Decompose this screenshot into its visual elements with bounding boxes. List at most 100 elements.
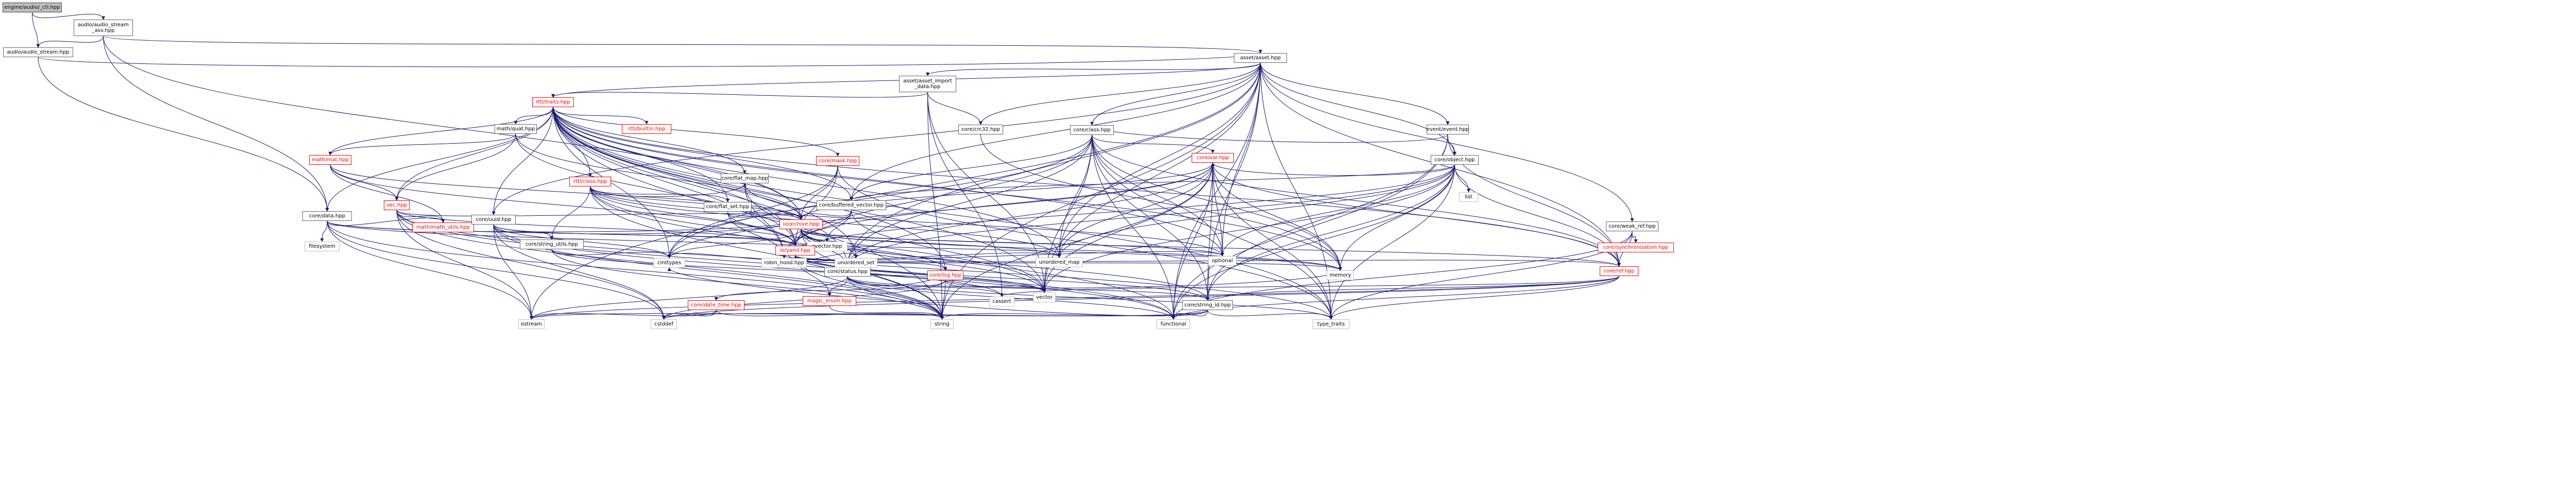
edge-core-class-to-string-id — [1092, 134, 1210, 301]
node-robin-hood[interactable]: robin_hood.hpp — [761, 258, 807, 268]
node-asset-import[interactable]: asset/asset_import _data.hpp — [899, 76, 956, 92]
node-unordered-map[interactable]: unordered_map — [1036, 258, 1083, 267]
node-flat-map[interactable]: core/flat_map.hpp — [721, 174, 769, 183]
node-label: unordered_map — [1039, 259, 1080, 265]
edge-core-status-to-magic-enum — [827, 276, 848, 297]
edge-core-uuid-to-ostream — [493, 224, 533, 320]
edge-asset-to-core-uuid — [492, 62, 1261, 215]
node-cassert[interactable]: cassert — [989, 297, 1014, 306]
node-rtti-builtin[interactable]: rtti/builtin.hpp — [622, 124, 671, 134]
node-functional[interactable]: functional — [1157, 319, 1190, 329]
node-label: ostream — [520, 321, 543, 327]
edge-flat-map-to-io-yaml — [744, 183, 797, 246]
node-cinttypes[interactable]: cinttypes — [653, 258, 685, 268]
node-synchronization[interactable]: core/synchronization.hpp — [1598, 243, 1674, 252]
edge-rtti-class-to-functional — [590, 186, 1175, 320]
node-label: engine/audio/_ctl.hpp — [4, 4, 60, 10]
node-vector[interactable]: vector — [1033, 293, 1056, 302]
node-math-mat[interactable]: math/mat.hpp — [309, 155, 351, 165]
edge-core-var-to-cinttypes — [667, 162, 1213, 259]
node-optional[interactable]: optional — [1208, 256, 1236, 266]
node-memory[interactable]: memory — [1327, 270, 1354, 280]
edge-io-archive-to-cinttypes — [667, 229, 802, 259]
edge-buffered-vector-to-vector — [851, 210, 1046, 293]
node-core-data[interactable]: core/data.hpp — [302, 211, 352, 221]
edge-buffered-vector-to-svector — [825, 210, 852, 242]
edge-io-archive-to-core-ref — [801, 229, 1621, 267]
node-label: rtti/builtin.hpp — [628, 126, 665, 132]
edge-core-data-to-ostream — [327, 220, 533, 320]
node-audio-stream[interactable]: audio/audio_stream.hpp — [3, 47, 73, 57]
node-core-object[interactable]: core/object.hpp — [1431, 155, 1479, 165]
edge-rtti-traits-to-core-uuid — [492, 107, 553, 215]
edge-core-ref-to-cassert — [1000, 276, 1619, 297]
edge-root-to-audio-stream — [32, 12, 40, 48]
node-core-status[interactable]: core/status.hpp — [824, 267, 871, 277]
node-core-ref[interactable]: core/ref.hpp — [1600, 266, 1638, 276]
node-core-uuid[interactable]: core/uuid.hpp — [471, 215, 516, 225]
node-weak-ref[interactable]: core/weak_ref.hpp — [1606, 221, 1658, 231]
node-core-class[interactable]: core/class.hpp — [1070, 125, 1114, 135]
edge-string-utils-to-cinttypes — [551, 249, 671, 259]
edge-asset-to-weak-ref — [1260, 62, 1634, 222]
edge-asset-to-functional — [1172, 62, 1261, 320]
node-math-quat[interactable]: math/quat.hpp — [495, 124, 537, 134]
node-audio-stream-asv[interactable]: audio/audio_stream _asv.hpp — [74, 20, 133, 36]
node-core-mask[interactable]: core/mask.hpp — [816, 156, 859, 166]
edge-core-mask-to-type-traits — [837, 165, 1333, 320]
node-flat-set[interactable]: core/flat_set.hpp — [704, 202, 752, 212]
edge-rtti-traits-to-type-traits — [553, 107, 1333, 320]
edge-flat-set-to-io-archive — [727, 211, 803, 220]
node-rtti-class[interactable]: rtti/class.hpp — [569, 177, 611, 186]
edge-string-utils-to-vector — [551, 249, 1046, 293]
edge-flat-map-to-io-archive — [744, 183, 803, 220]
node-cstddef[interactable]: cstddef — [651, 319, 677, 329]
edge-rtti-traits-to-vector — [553, 107, 1046, 293]
node-string-id[interactable]: core/string_id.hpp — [1182, 300, 1233, 310]
node-event[interactable]: event/event.hpp — [1427, 125, 1469, 134]
node-label: math/mat.hpp — [312, 157, 349, 163]
node-label: cinttypes — [657, 260, 682, 266]
node-vec[interactable]: vec.hpp — [384, 200, 410, 210]
edge-core-mask-to-io-yaml — [793, 165, 838, 246]
edge-asset-to-core-crc32 — [979, 62, 1261, 125]
edge-core-uuid-to-cstddef — [493, 224, 666, 320]
node-core-var[interactable]: core/var.hpp — [1192, 153, 1234, 163]
node-label: core/mask.hpp — [818, 158, 857, 164]
node-label: asset/asset_import — [903, 78, 952, 84]
edge-core-var-to-core-status — [845, 162, 1213, 267]
edge-audio-stream-to-core-data — [38, 57, 329, 212]
edge-asset-to-ostream — [530, 62, 1261, 320]
node-magic-enum[interactable]: magic_enum.hpp — [803, 296, 856, 306]
node-math-utils[interactable]: math/math_utils.hpp — [412, 223, 474, 232]
node-io-archive[interactable]: io/archive.hpp — [779, 219, 823, 229]
node-date-time[interactable]: core/date_time.hpp — [688, 300, 744, 310]
node-filesystem[interactable]: filesystem — [304, 242, 340, 251]
node-type-traits[interactable]: type_traits — [1313, 319, 1349, 329]
node-ostream[interactable]: ostream — [518, 319, 545, 329]
edge-core-ref-to-type-traits — [1329, 276, 1619, 320]
edge-rtti-class-to-io-yaml — [590, 186, 797, 246]
edge-audio-stream-asv-to-core-data — [103, 36, 329, 212]
node-root[interactable]: engine/audio/_ctl.hpp — [3, 3, 62, 12]
node-io-yaml[interactable]: io/yaml.hpp — [775, 246, 815, 255]
edge-io-yaml-to-optional — [795, 251, 1224, 261]
node-rtti-traits[interactable]: rtti/traits.hpp — [532, 97, 574, 107]
node-svector[interactable]: svector.hpp — [807, 242, 848, 251]
node-label: core/ref.hpp — [1603, 268, 1635, 274]
edge-string-utils-to-string — [551, 249, 944, 320]
node-asset[interactable]: asset/asset.hpp — [1234, 53, 1287, 63]
node-string[interactable]: string — [930, 319, 954, 329]
node-list[interactable]: list — [1459, 192, 1478, 202]
node-buffered-vector[interactable]: core/buffered_vector.hpp — [817, 200, 886, 210]
node-core-crc32[interactable]: core/crc32.hpp — [958, 125, 1003, 134]
edge-audio-stream-asv-to-io-archive — [103, 36, 803, 220]
node-unordered-set[interactable]: unordered_set — [835, 258, 877, 268]
node-label: robin_hood.hpp — [764, 260, 804, 266]
node-core-log[interactable]: core/log.hpp — [927, 270, 963, 280]
edge-math-mat-to-math-utils — [330, 164, 445, 223]
edge-core-class-to-buffered-vector — [850, 134, 1092, 201]
node-string-utils[interactable]: core/string_utils.hpp — [520, 240, 584, 249]
edge-rtti-traits-to-unordered-set — [553, 107, 858, 259]
